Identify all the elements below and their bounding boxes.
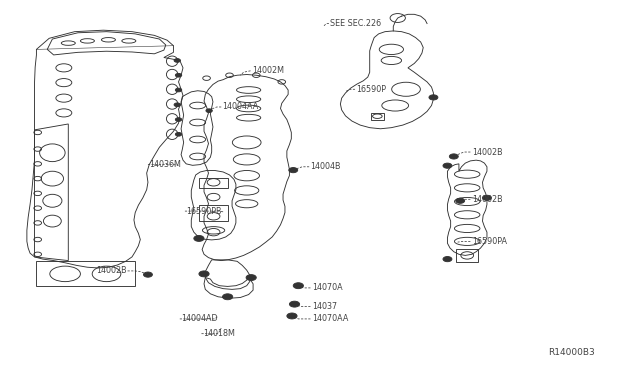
Text: 14037: 14037 <box>312 302 337 311</box>
Circle shape <box>143 272 152 277</box>
Circle shape <box>443 257 452 262</box>
Text: 16590P: 16590P <box>356 85 387 94</box>
Text: 14004AD: 14004AD <box>181 314 218 323</box>
Text: 14070AA: 14070AA <box>312 314 348 323</box>
Text: 14070A: 14070A <box>312 283 342 292</box>
Circle shape <box>443 163 452 168</box>
Circle shape <box>175 132 182 136</box>
Text: 14018M: 14018M <box>203 329 235 338</box>
Text: 14004AA: 14004AA <box>223 103 259 112</box>
Circle shape <box>246 275 256 280</box>
Text: R14000B3: R14000B3 <box>548 348 595 357</box>
Circle shape <box>287 313 297 319</box>
Circle shape <box>449 154 458 159</box>
Circle shape <box>289 167 298 173</box>
Circle shape <box>174 59 180 62</box>
Circle shape <box>483 195 492 201</box>
Circle shape <box>174 103 180 107</box>
Circle shape <box>223 294 233 300</box>
Circle shape <box>175 88 182 92</box>
Circle shape <box>194 235 204 241</box>
Text: 14002B: 14002B <box>472 148 502 157</box>
Text: 16590PB: 16590PB <box>186 206 221 216</box>
Circle shape <box>289 301 300 307</box>
Text: 14002M: 14002M <box>252 66 284 75</box>
Text: SEE SEC.226: SEE SEC.226 <box>330 19 381 28</box>
Text: 14002B: 14002B <box>472 195 502 204</box>
Circle shape <box>456 198 465 203</box>
Circle shape <box>206 109 212 112</box>
Text: 14002B: 14002B <box>96 266 126 275</box>
Circle shape <box>293 283 303 289</box>
Text: 14004B: 14004B <box>310 162 341 171</box>
Circle shape <box>175 73 182 77</box>
Text: 16590PA: 16590PA <box>472 237 507 246</box>
Circle shape <box>429 95 438 100</box>
Circle shape <box>199 271 209 277</box>
Text: 14036M: 14036M <box>149 160 181 169</box>
Circle shape <box>175 118 182 121</box>
